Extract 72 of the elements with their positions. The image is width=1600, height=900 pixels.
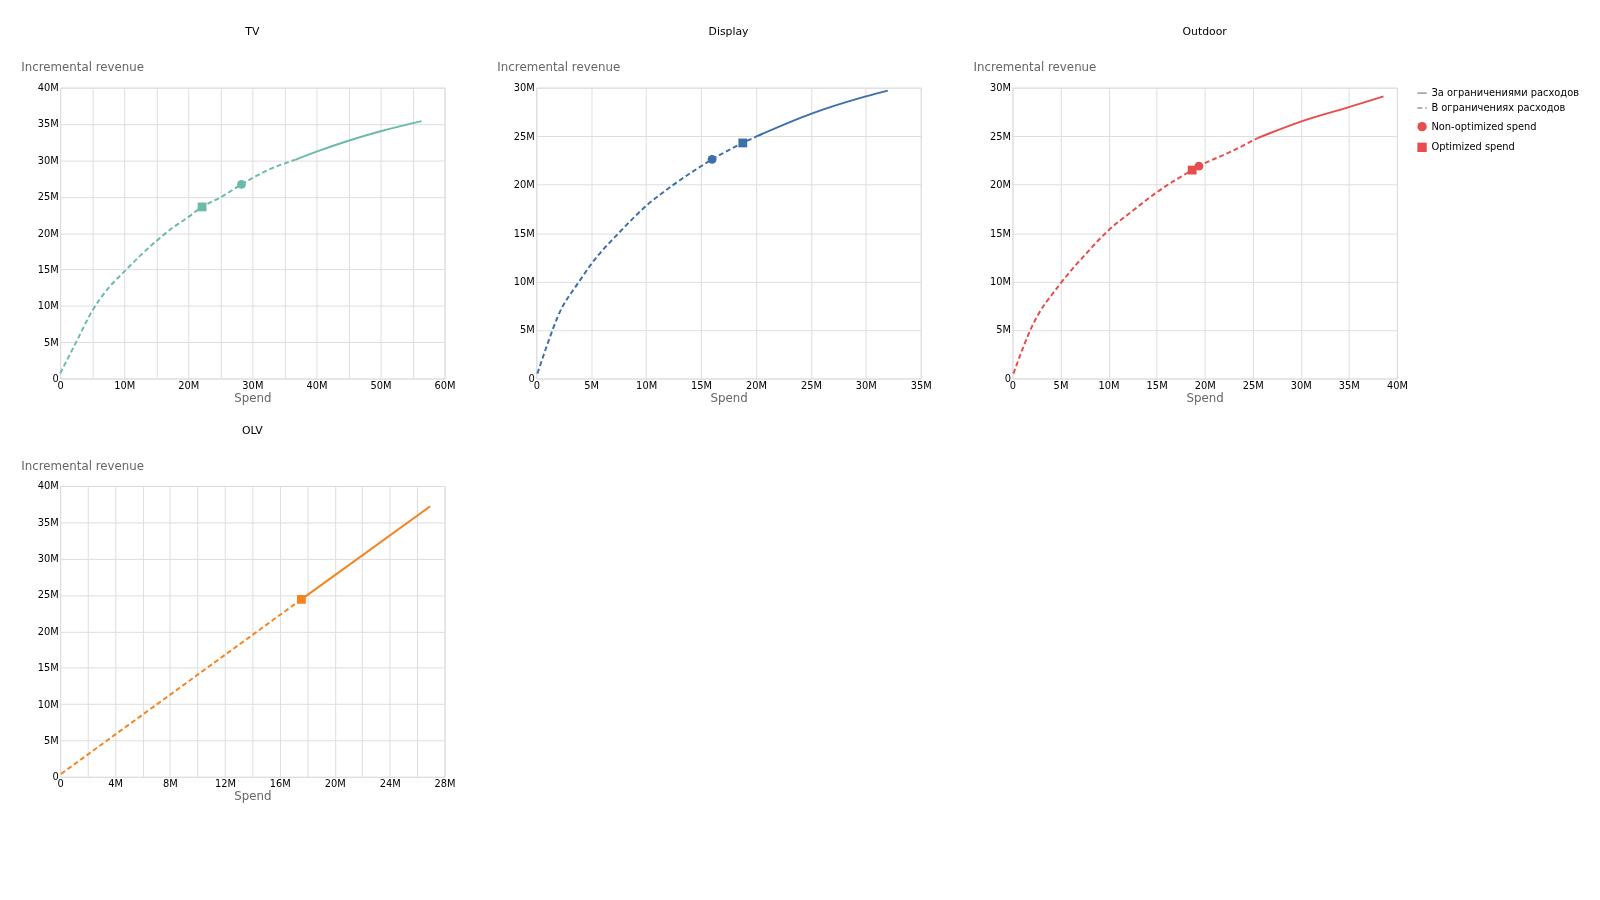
y-tick-label: 5M	[43, 734, 59, 746]
x-tick-label: 60M	[434, 379, 456, 391]
x-tick-label: 12M	[214, 778, 236, 790]
x-axis-title: Spend	[234, 390, 272, 405]
y-tick-label: 40M	[37, 480, 59, 492]
x-tick-label: 35M	[1338, 379, 1360, 391]
y-tick-label: 5M	[43, 336, 59, 348]
y-tick-label: 25M	[37, 589, 59, 601]
y-tick-label: 25M	[513, 130, 535, 142]
y-axis-title: Incremental revenue	[497, 60, 621, 75]
y-tick-label: 10M	[37, 698, 59, 710]
x-axis-title: Spend	[234, 788, 272, 803]
x-tick-label: 20M	[745, 379, 767, 391]
y-tick-label: 40M	[37, 82, 59, 94]
text: За ограничениями расходов	[1431, 87, 1580, 99]
y-tick-label: 20M	[989, 179, 1011, 191]
x-tick-label: 8M	[163, 778, 178, 790]
chart-title: TV	[244, 25, 260, 39]
y-tick-label: 25M	[37, 191, 59, 203]
x-tick-label: 5M	[584, 379, 600, 391]
x-tick-label: 10M	[114, 379, 136, 391]
y-tick-label: 35M	[37, 516, 59, 528]
x-tick-label: 5M	[1053, 379, 1069, 391]
x-tick-label: 10M	[636, 379, 658, 391]
y-tick-label: 5M	[996, 324, 1011, 336]
x-tick-label: 4M	[108, 778, 123, 790]
x-tick-label: 15M	[1146, 379, 1168, 391]
y-tick-label: 30M	[37, 154, 59, 166]
y-tick-label: 10M	[37, 300, 59, 312]
x-tick-label: 20M	[324, 778, 346, 790]
legend-label: Optimized spend	[1431, 141, 1515, 153]
x-tick-label: 15M	[691, 379, 713, 391]
x-tick-label: 35M	[910, 379, 932, 391]
y-tick-label: 35M	[37, 118, 59, 130]
y-tick-label: 20M	[513, 179, 535, 191]
y-axis-title: Incremental revenue	[21, 458, 145, 473]
y-tick-label: 25M	[989, 130, 1011, 142]
x-tick-label: 24M	[379, 778, 401, 790]
y-axis-title: Incremental revenue	[973, 60, 1097, 75]
x-tick-label: 50M	[370, 379, 392, 391]
x-axis-title: Spend	[1186, 390, 1224, 405]
y-tick-label: 10M	[989, 276, 1011, 288]
y-tick-label: 30M	[37, 553, 59, 565]
y-tick-label: 15M	[37, 662, 59, 674]
y-tick-label: 30M	[989, 82, 1011, 94]
x-tick-label: 28M	[434, 778, 456, 790]
x-tick-label: 40M	[1386, 379, 1408, 391]
x-tick-label: 30M	[242, 379, 264, 391]
y-tick-label: 20M	[37, 625, 59, 637]
y-tick-label: 15M	[989, 227, 1011, 239]
legend-label: Non-optimized spend	[1431, 120, 1537, 132]
x-tick-label: 10M	[1098, 379, 1120, 391]
text: В ограничениях расходов	[1431, 101, 1566, 113]
y-tick-label: 5M	[520, 324, 535, 336]
x-tick-label: 16M	[269, 778, 291, 790]
x-axis-title: Spend	[710, 390, 748, 405]
y-tick-label: 15M	[37, 263, 59, 275]
chart-title: Display	[708, 25, 750, 39]
chart-title: Outdoor	[1182, 25, 1228, 39]
y-tick-label: 20M	[37, 227, 59, 239]
y-tick-label: 30M	[513, 82, 535, 94]
y-tick-label: 10M	[513, 276, 535, 288]
x-tick-label: 30M	[1290, 379, 1312, 391]
y-axis-title: Incremental revenue	[21, 60, 145, 75]
x-tick-label: 20M	[178, 379, 200, 391]
x-tick-label: 40M	[306, 379, 328, 391]
x-tick-label: 30M	[855, 379, 877, 391]
chart-title: OLV	[241, 423, 264, 437]
x-tick-label: 25M	[1242, 379, 1264, 391]
y-tick-label: 15M	[513, 227, 535, 239]
x-tick-label: 25M	[800, 379, 822, 391]
x-tick-label: 20M	[1194, 379, 1216, 391]
